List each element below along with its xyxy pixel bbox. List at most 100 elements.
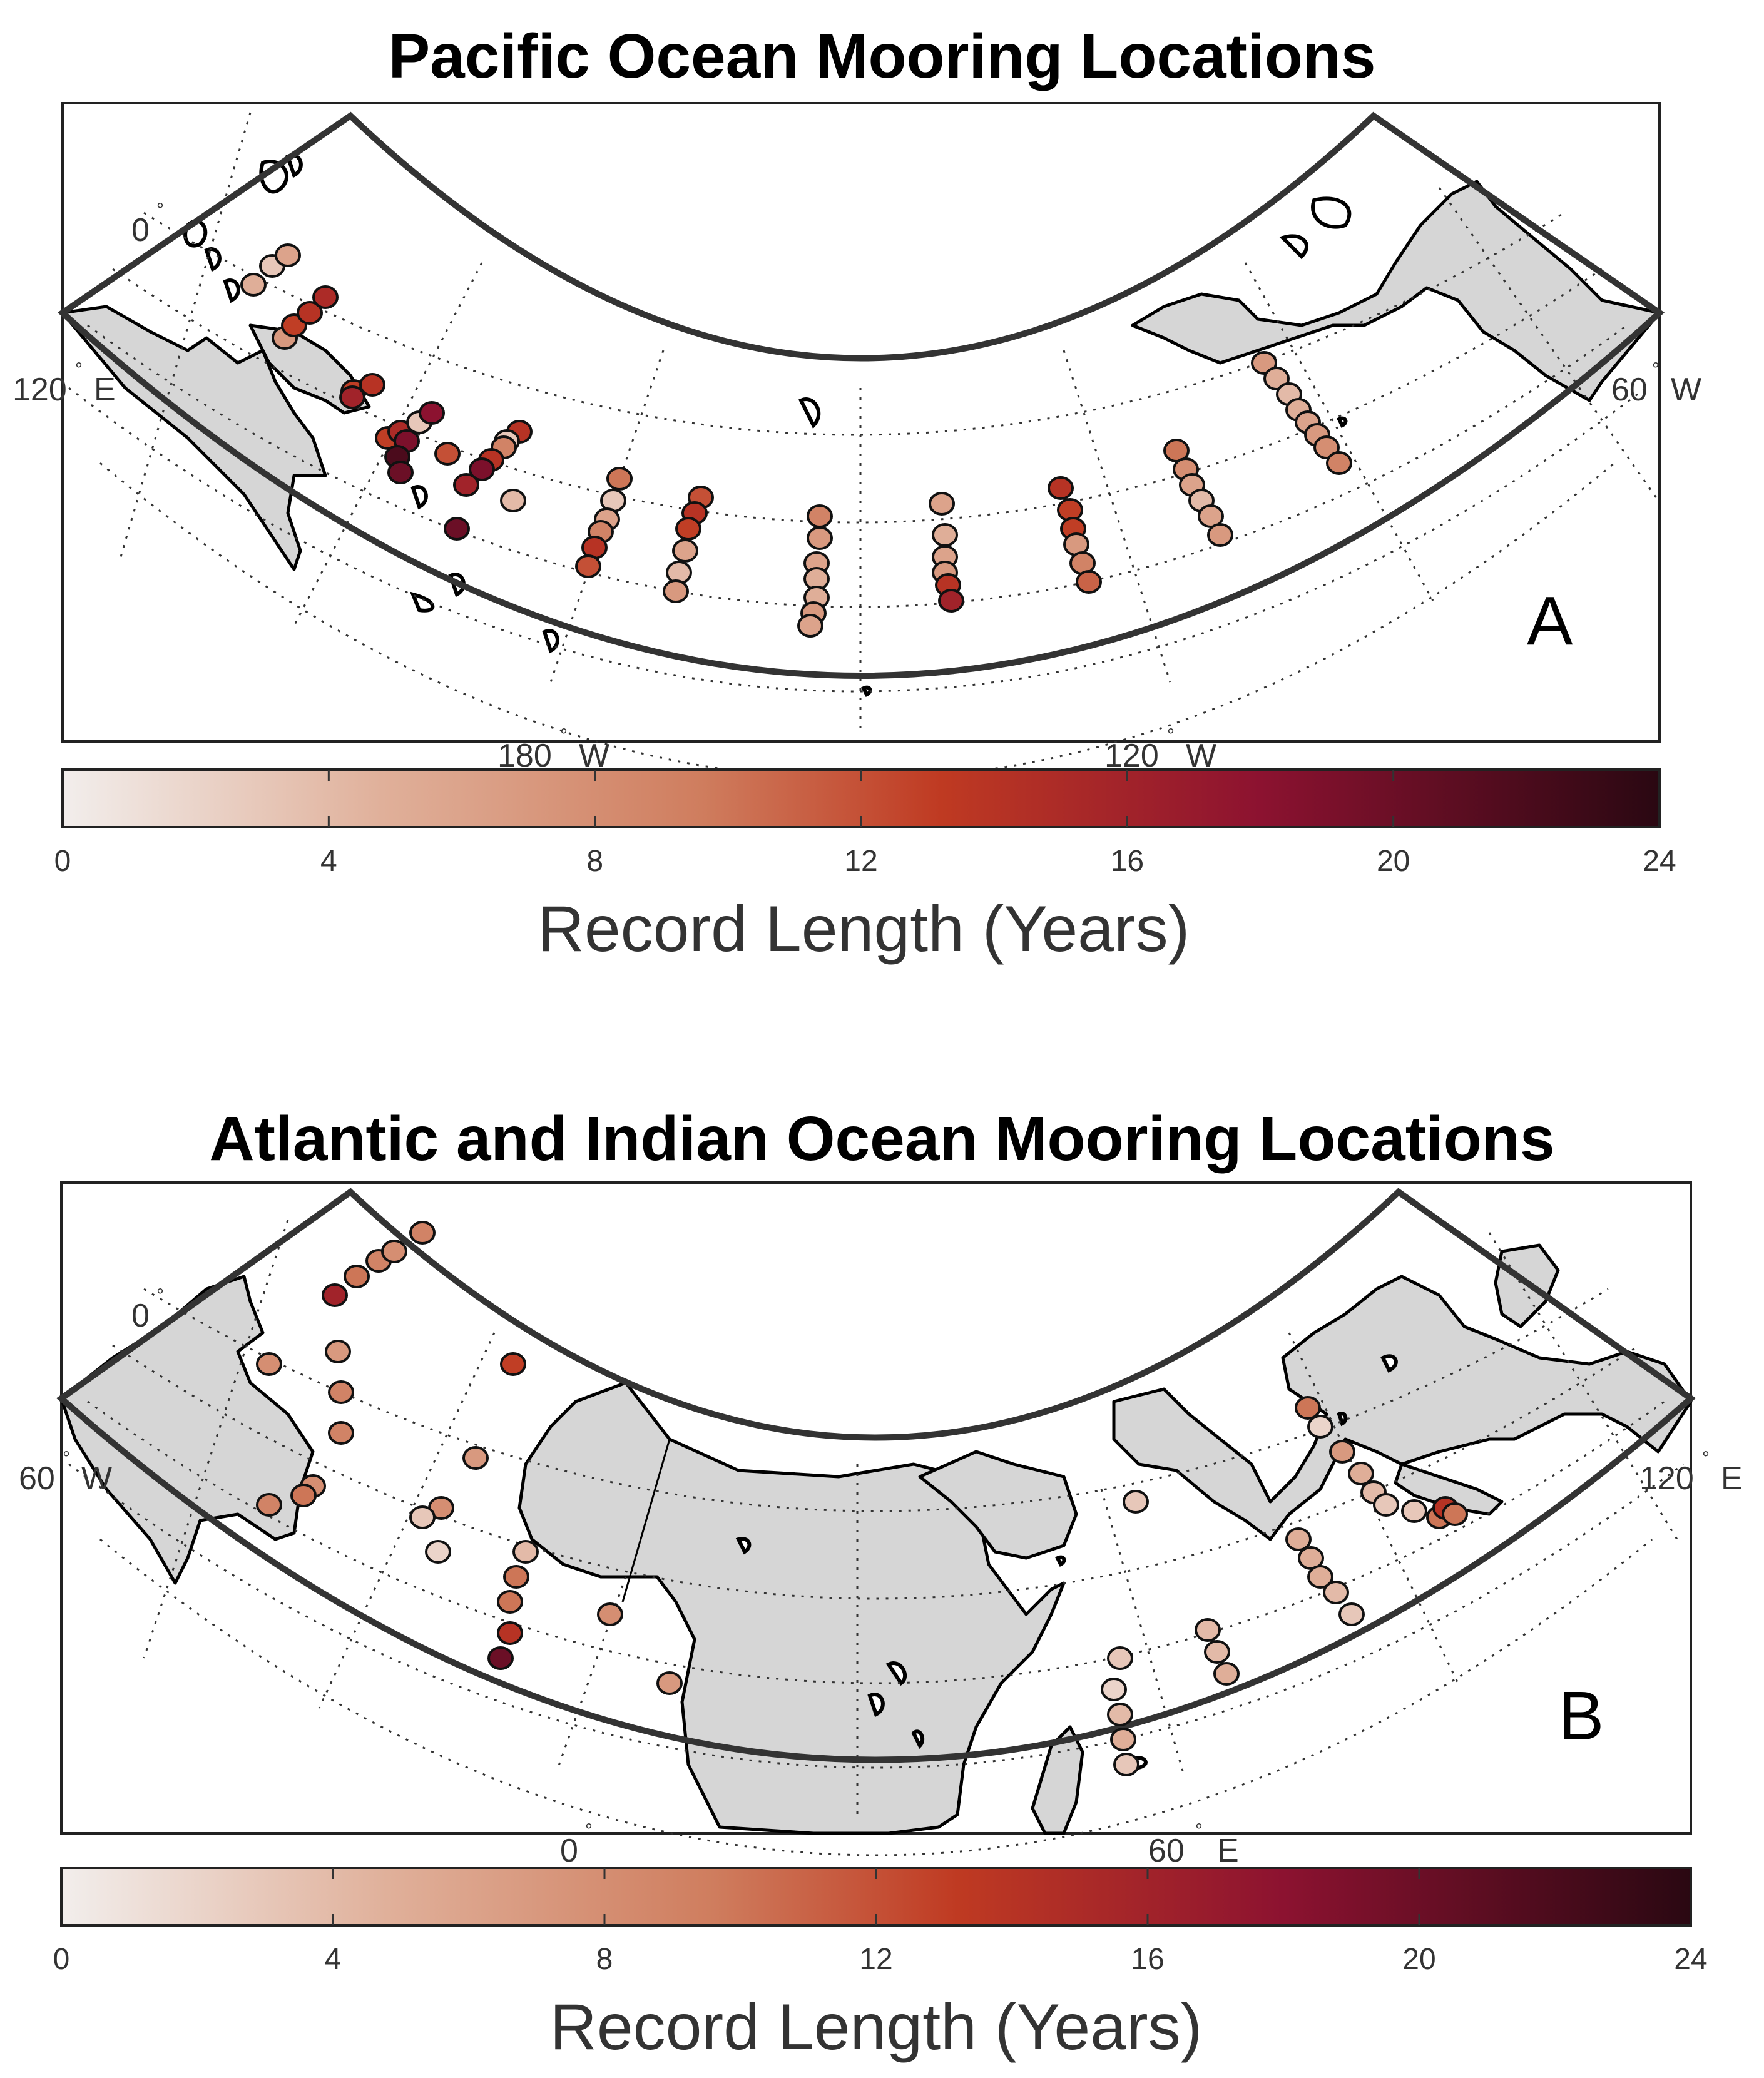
panel-a-colorbar-tick-label: 16 bbox=[1111, 845, 1144, 878]
panel-b-mooring-marker bbox=[497, 1621, 523, 1645]
panel-a-bottom-label-2-dir: W bbox=[1186, 738, 1216, 774]
panel-a-mooring-marker bbox=[807, 504, 833, 528]
panel-b-letter: B bbox=[1558, 1678, 1604, 1755]
panel-b-colorbar-tick-label: 24 bbox=[1674, 1943, 1707, 1976]
degree-sign: ° bbox=[585, 1820, 593, 1841]
panel-b-mooring-marker bbox=[1307, 1565, 1333, 1589]
panel-a-mooring-marker bbox=[339, 385, 365, 409]
panel-b-land-sumatra bbox=[1394, 1462, 1504, 1516]
panel-a-islands bbox=[183, 153, 1352, 698]
panel-b-mooring-marker bbox=[425, 1540, 451, 1564]
panel-a-mooring-marker bbox=[1048, 476, 1074, 500]
panel-a-mooring-marker bbox=[297, 301, 323, 325]
panel-b-mooring-marker bbox=[487, 1646, 514, 1670]
panel-b-mooring-marker bbox=[344, 1265, 370, 1288]
panel-a-mooring-marker bbox=[663, 579, 689, 603]
panel-b-mooring-marker bbox=[1442, 1502, 1468, 1526]
panel-b-colorbar-tick-label: 20 bbox=[1402, 1943, 1435, 1976]
panel-b-boundary-line bbox=[621, 1439, 671, 1602]
panel-a-frame bbox=[61, 102, 1661, 743]
panel-a-mooring-marker bbox=[1207, 523, 1233, 547]
panel-b-mooring-marker bbox=[1307, 1415, 1333, 1439]
panel-a-mooring-marker bbox=[419, 401, 445, 425]
panel-b-graticule bbox=[68, 1220, 1684, 1856]
panel-a-colorbar-tick-label: 8 bbox=[586, 845, 603, 878]
panel-b-mooring-marker bbox=[1195, 1618, 1221, 1642]
panel-b-colorbar-ticks: 0 4 8 12 16 20 24 bbox=[53, 1868, 1708, 1976]
panel-b-colorbar-tick-label: 4 bbox=[325, 1943, 342, 1976]
panel-a-lat-label: 0 bbox=[131, 212, 150, 248]
degree-sign: ° bbox=[560, 725, 568, 746]
panel-b-bottom-label-2-dir: E bbox=[1217, 1833, 1239, 1869]
panel-b-colorbar-tick-label: 16 bbox=[1131, 1943, 1164, 1976]
panel-a-lon-left-dir: E bbox=[94, 372, 116, 408]
panel-b-map: 0 ° 60 ° W 120 ° E 0 ° 60 ° E B 0 4 8 12 16 2… bbox=[19, 1181, 1743, 2064]
panel-a-bottom-label-2: 120 bbox=[1104, 738, 1159, 774]
panel-a-mooring-marker bbox=[275, 243, 301, 267]
panel-b-mooring-marker bbox=[1107, 1703, 1133, 1726]
panel-b-mooring-marker bbox=[1295, 1396, 1321, 1420]
degree-sign: ° bbox=[1195, 1820, 1203, 1841]
panel-b-mooring-marker bbox=[503, 1565, 529, 1589]
degree-sign: ° bbox=[1702, 1448, 1710, 1469]
panel-b-mooring-marker bbox=[1329, 1440, 1355, 1464]
panel-b-colorbar-tick-label: 8 bbox=[596, 1943, 613, 1976]
panel-b-mooring-marker bbox=[1101, 1678, 1127, 1701]
panel-a-colorbar-ticks: 0 4 8 12 16 20 24 bbox=[54, 770, 1676, 878]
degree-sign: ° bbox=[1167, 725, 1175, 746]
panel-a-mooring-marker bbox=[938, 589, 964, 613]
panel-b-mooring-marker bbox=[322, 1283, 348, 1307]
panel-b-mooring-marker bbox=[409, 1505, 436, 1529]
panel-b-lon-left-dir: W bbox=[81, 1460, 112, 1497]
panel-a-mooring-marker bbox=[240, 273, 267, 297]
panel-b-land-india bbox=[1112, 1275, 1693, 1541]
panel-b-mooring-marker bbox=[409, 1221, 436, 1245]
panel-a-mooring-marker bbox=[932, 523, 958, 547]
panel-a-mooring-marker bbox=[359, 373, 385, 397]
panel-b-mooring-marker bbox=[512, 1540, 539, 1564]
panel-a-mooring-marker bbox=[807, 526, 833, 550]
panel-b-mooring-marker bbox=[1204, 1640, 1230, 1664]
panel-a-colorbar-tick-label: 12 bbox=[844, 845, 877, 878]
panel-b-mooring-marker bbox=[290, 1484, 317, 1507]
panel-a-colorbar-label: Record Length (Years) bbox=[538, 893, 1190, 965]
panel-b-mooring-marker bbox=[1107, 1646, 1133, 1670]
panel-b-mooring-marker bbox=[656, 1671, 683, 1695]
panel-a-mooring-marker bbox=[1076, 570, 1102, 594]
panel-b-mooring-marker bbox=[1323, 1581, 1349, 1604]
panel-a-mooring-marker bbox=[453, 473, 479, 497]
panel-b-islands bbox=[735, 1354, 1398, 1770]
panel-b-mooring-marker bbox=[328, 1380, 354, 1404]
degree-sign: ° bbox=[1652, 359, 1659, 380]
panel-a-mooring-marker bbox=[500, 489, 526, 512]
panel-b-mooring-marker bbox=[1373, 1493, 1399, 1517]
panel-a-lon-left-label: 120 bbox=[13, 372, 67, 408]
panel-a-letter: A bbox=[1527, 583, 1573, 660]
panel-b-mooring-marker bbox=[381, 1240, 407, 1263]
degree-sign: ° bbox=[63, 1448, 70, 1469]
panel-b-colorbar-tick-label: 12 bbox=[859, 1943, 892, 1976]
panel-b-mooring-marker bbox=[462, 1446, 489, 1470]
panel-a-mooring-marker bbox=[444, 517, 470, 541]
panel-a-mooring-marker bbox=[575, 554, 601, 578]
panel-a-mooring-marker bbox=[797, 614, 823, 638]
panel-b-title: Atlantic and Indian Ocean Mooring Locati… bbox=[209, 1104, 1555, 1174]
panel-b-mooring-marker bbox=[1110, 1728, 1136, 1751]
panel-a-projection-outline bbox=[57, 111, 1665, 679]
panel-a-colorbar-tick-label: 24 bbox=[1643, 845, 1676, 878]
panel-b-mooring-marker bbox=[1113, 1753, 1139, 1776]
panel-b-lon-left-label: 60 bbox=[19, 1460, 55, 1497]
panel-a-mooring-marker bbox=[929, 492, 955, 516]
panel-b-land-arabia bbox=[918, 1450, 1078, 1560]
panel-a-markers bbox=[240, 243, 1352, 638]
panel-b-bottom-label-1: 0 bbox=[560, 1833, 578, 1869]
degree-sign: ° bbox=[156, 200, 164, 220]
panel-b-lon-right-dir: E bbox=[1721, 1460, 1743, 1497]
panel-b-mooring-marker bbox=[1213, 1662, 1240, 1686]
panel-a-lon-right-label: 60 bbox=[1611, 372, 1648, 408]
panel-b-bottom-label-2: 60 bbox=[1148, 1833, 1185, 1869]
panel-a-mooring-marker bbox=[387, 461, 414, 484]
panel-b-mooring-marker bbox=[497, 1590, 523, 1614]
panel-b-mooring-marker bbox=[1123, 1490, 1149, 1514]
panel-a-map: 0 ° 120 ° E 60 ° W 180 ° W 120 ° W A 0 4 8… bbox=[13, 102, 1701, 965]
